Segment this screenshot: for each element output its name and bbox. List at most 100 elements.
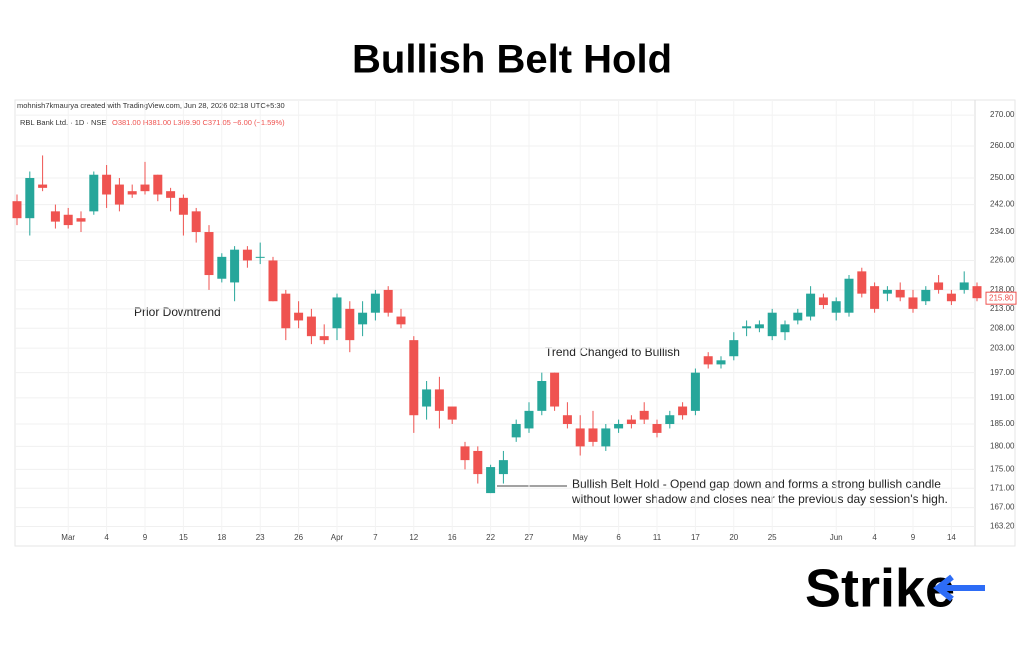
candle-body <box>754 324 764 329</box>
candle-body <box>959 282 969 290</box>
candle-body <box>908 297 918 309</box>
annotation: Trend Changed to Bullish <box>545 345 680 359</box>
candle-body <box>652 424 662 433</box>
candle-body <box>230 249 240 283</box>
candle-body <box>396 316 406 325</box>
candle-body <box>716 360 726 365</box>
y-tick-label: 197.00 <box>990 368 1015 377</box>
candle-body <box>422 389 432 407</box>
logo: Strike <box>805 558 955 618</box>
annotation: without lower shadow and closes near the… <box>571 492 948 506</box>
x-tick-label: 17 <box>691 533 700 542</box>
x-tick-label: Mar <box>61 533 75 542</box>
candle-body <box>588 428 598 442</box>
symbol: RBL Bank Ltd. · 1D · NSE <box>20 118 106 127</box>
candle-body <box>678 406 688 416</box>
candle-body <box>946 293 956 302</box>
candle-body <box>191 211 201 233</box>
candle-body <box>76 218 86 222</box>
candle-body <box>486 467 496 494</box>
candle-body <box>447 406 457 420</box>
x-tick-label: 12 <box>409 533 418 542</box>
x-tick-label: May <box>573 533 588 542</box>
candle-body <box>473 450 483 475</box>
candle-body <box>882 289 892 294</box>
candle-body <box>50 211 60 222</box>
candle-body <box>511 424 521 438</box>
candle-body <box>626 419 636 425</box>
candle-body <box>319 336 329 341</box>
x-tick-label: 18 <box>217 533 226 542</box>
chart-title: Bullish Belt Hold <box>352 38 672 82</box>
candle-body <box>178 197 188 215</box>
annotation: Bullish Belt Hold - Opend gap down and f… <box>572 477 941 491</box>
y-tick-label: 191.00 <box>990 393 1015 402</box>
candle-body <box>831 301 841 313</box>
x-tick-label: 20 <box>729 533 738 542</box>
candle-body <box>806 293 816 317</box>
candle-body <box>89 174 99 212</box>
y-tick-label: 167.00 <box>990 503 1015 512</box>
candle-body <box>38 184 48 188</box>
candle-body <box>972 286 982 299</box>
last-price-box <box>985 291 1017 305</box>
candle-body <box>242 249 252 261</box>
candle-body <box>460 446 470 461</box>
candle-body <box>383 289 393 313</box>
x-tick-label: 25 <box>768 533 777 542</box>
candle-body <box>370 293 380 313</box>
candle-body <box>703 356 713 365</box>
candle-body <box>114 184 124 205</box>
y-tick-label: 163.20 <box>990 522 1015 531</box>
candle-body <box>102 174 112 195</box>
ohlc-header: O381.00 H381.00 L369.90 C371.05 −6.00 (−… <box>112 118 285 127</box>
candle-body <box>217 256 227 279</box>
candle-body <box>255 256 265 258</box>
candle-body <box>921 289 931 302</box>
candle-body <box>268 260 278 302</box>
x-tick-label: 22 <box>486 533 495 542</box>
candle-body <box>550 372 560 407</box>
candle-body <box>498 460 508 475</box>
candle-body <box>895 289 905 298</box>
candle-body <box>857 271 867 294</box>
y-tick-label: 218.00 <box>990 285 1015 294</box>
candle-body <box>870 286 880 309</box>
y-tick-label: 270.00 <box>990 110 1015 119</box>
x-tick-label: Apr <box>331 533 344 542</box>
logo-arrow <box>933 574 985 602</box>
x-tick-label: 26 <box>294 533 303 542</box>
candle-body <box>25 177 35 219</box>
y-tick-label: 185.00 <box>990 419 1015 428</box>
candle-body <box>614 424 624 429</box>
candle-body <box>294 312 304 321</box>
chart-frame <box>14 99 1016 547</box>
candle-body <box>358 312 368 325</box>
candle-body <box>575 428 585 447</box>
y-tick-label: 226.00 <box>990 256 1015 265</box>
x-tick-label: 15 <box>179 533 188 542</box>
candle-body <box>409 340 419 416</box>
candle-body <box>537 380 547 411</box>
x-tick-label: 4 <box>104 533 109 542</box>
candle-body <box>690 372 700 411</box>
candle-body <box>793 312 803 321</box>
last-price-label: 215.80 <box>989 293 1014 302</box>
x-tick-label: 11 <box>653 533 662 542</box>
candle-body <box>281 293 291 329</box>
candle-body <box>729 340 739 357</box>
y-tick-label: 180.00 <box>990 442 1015 451</box>
x-tick-label: 14 <box>947 533 956 542</box>
candle-body <box>306 316 316 337</box>
y-tick-label: 260.00 <box>990 141 1015 150</box>
candle-body <box>434 389 444 411</box>
candle-body <box>166 191 176 198</box>
candle-body <box>524 410 534 429</box>
y-tick-label: 234.00 <box>990 227 1015 236</box>
candle-body <box>63 214 73 226</box>
candle-body <box>767 312 777 337</box>
annotation: Prior Downtrend <box>134 305 221 319</box>
candle-body <box>639 410 649 420</box>
x-tick-label: 23 <box>256 533 265 542</box>
